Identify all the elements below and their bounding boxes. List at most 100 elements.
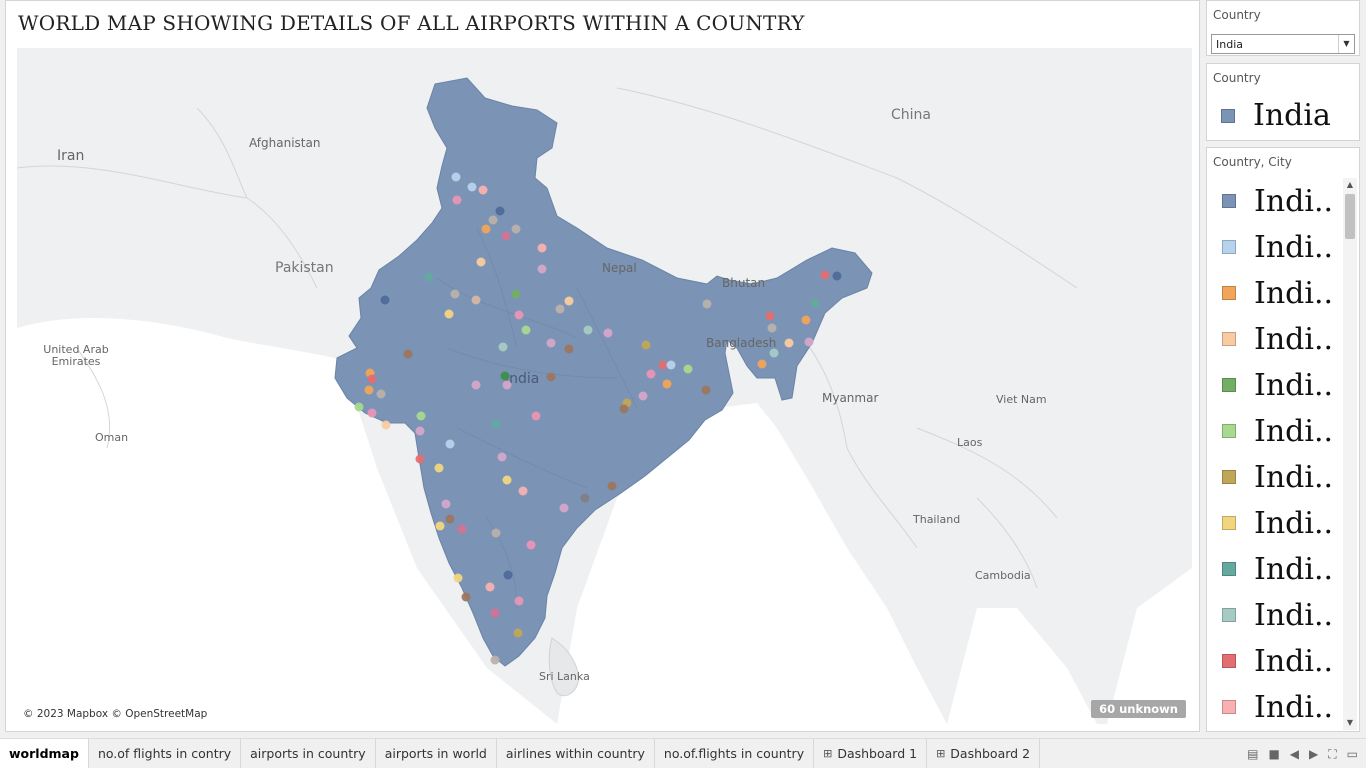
airport-point[interactable] <box>765 311 775 321</box>
airport-point[interactable] <box>683 364 693 374</box>
airport-point[interactable] <box>453 573 463 583</box>
airport-point[interactable] <box>364 385 374 395</box>
airport-point[interactable] <box>518 486 528 496</box>
airport-point[interactable] <box>646 369 656 379</box>
airport-point[interactable] <box>485 582 495 592</box>
airport-point[interactable] <box>580 493 590 503</box>
airport-point[interactable] <box>441 499 451 509</box>
airport-point[interactable] <box>555 304 565 314</box>
city-legend-item[interactable]: Indi.. <box>1207 546 1345 592</box>
airport-point[interactable] <box>500 371 510 381</box>
airport-point[interactable] <box>471 380 481 390</box>
presentation-icon[interactable]: ▭ <box>1346 747 1358 761</box>
tab-view-icon[interactable]: ■ <box>1268 747 1280 761</box>
airport-point[interactable] <box>514 310 524 320</box>
airport-point[interactable] <box>452 195 462 205</box>
tab-airports-in-country[interactable]: airports in country <box>241 739 376 768</box>
airport-point[interactable] <box>658 360 668 370</box>
airport-point[interactable] <box>513 628 523 638</box>
legend-scrollbar[interactable]: ▲ ▼ <box>1343 178 1357 730</box>
airport-point[interactable] <box>832 271 842 281</box>
airport-point[interactable] <box>537 264 547 274</box>
airport-point[interactable] <box>498 342 508 352</box>
airport-point[interactable] <box>607 481 617 491</box>
airport-point[interactable] <box>354 402 364 412</box>
airport-point[interactable] <box>641 340 651 350</box>
airport-point[interactable] <box>804 337 814 347</box>
filmstrip-view-icon[interactable]: ▤ <box>1247 747 1259 761</box>
chevron-down-icon[interactable]: ▼ <box>1338 35 1354 53</box>
airport-point[interactable] <box>481 224 491 234</box>
country-select[interactable]: India ▼ <box>1211 34 1355 54</box>
airport-point[interactable] <box>478 185 488 195</box>
airport-point[interactable] <box>415 454 425 464</box>
prev-sheet-icon[interactable]: ◀ <box>1289 747 1300 761</box>
airport-point[interactable] <box>521 325 531 335</box>
airport-point[interactable] <box>445 439 455 449</box>
city-legend-item[interactable]: Indi.. <box>1207 592 1345 638</box>
airport-point[interactable] <box>424 272 434 282</box>
map-view[interactable]: China Iran Afghanistan Pakistan Nepal Bh… <box>17 48 1192 724</box>
airport-point[interactable] <box>511 289 521 299</box>
airport-point[interactable] <box>511 224 521 234</box>
airport-point[interactable] <box>531 411 541 421</box>
airport-point[interactable] <box>622 398 632 408</box>
airport-point[interactable] <box>445 514 455 524</box>
city-legend-item[interactable]: Indi.. <box>1207 224 1345 270</box>
airport-point[interactable] <box>603 328 613 338</box>
fullscreen-icon[interactable]: ⛶ <box>1328 747 1337 761</box>
airport-point[interactable] <box>537 243 547 253</box>
city-legend-item[interactable]: Indi.. <box>1207 454 1345 500</box>
tab-worldmap[interactable]: worldmap <box>0 739 89 768</box>
airport-point[interactable] <box>467 182 477 192</box>
tab-dashboard-2[interactable]: ⊞ Dashboard 2 <box>927 739 1041 768</box>
airport-point[interactable] <box>451 172 461 182</box>
airport-point[interactable] <box>503 570 513 580</box>
airport-point[interactable] <box>476 257 486 267</box>
airport-point[interactable] <box>526 540 536 550</box>
airport-point[interactable] <box>820 270 830 280</box>
airport-point[interactable] <box>702 299 712 309</box>
airport-point[interactable] <box>502 380 512 390</box>
airport-point[interactable] <box>495 206 505 216</box>
tab-flights-in-contry[interactable]: no.of flights in contry <box>89 739 242 768</box>
airport-point[interactable] <box>444 309 454 319</box>
airport-point[interactable] <box>514 596 524 606</box>
city-legend-item[interactable]: Indi.. <box>1207 500 1345 546</box>
scroll-up-icon[interactable]: ▲ <box>1346 180 1354 189</box>
airport-point[interactable] <box>801 315 811 325</box>
airport-point[interactable] <box>490 608 500 618</box>
map-copyright[interactable]: © 2023 Mapbox © OpenStreetMap <box>23 708 208 720</box>
airport-point[interactable] <box>457 524 467 534</box>
scroll-down-icon[interactable]: ▼ <box>1346 718 1354 727</box>
airport-point[interactable] <box>666 360 676 370</box>
city-legend-item[interactable]: Indi.. <box>1207 408 1345 454</box>
airport-point[interactable] <box>380 295 390 305</box>
airport-point[interactable] <box>415 426 425 436</box>
airport-point[interactable] <box>784 338 794 348</box>
city-legend-item[interactable]: Indi.. <box>1207 684 1345 730</box>
airport-point[interactable] <box>450 289 460 299</box>
airport-point[interactable] <box>461 592 471 602</box>
airport-point[interactable] <box>491 528 501 538</box>
airport-point[interactable] <box>471 295 481 305</box>
airport-point[interactable] <box>619 404 629 414</box>
airport-point[interactable] <box>376 389 386 399</box>
tab-airports-in-world[interactable]: airports in world <box>376 739 497 768</box>
city-legend-item[interactable]: Indi.. <box>1207 638 1345 684</box>
airport-point[interactable] <box>662 379 672 389</box>
airport-point[interactable] <box>638 391 648 401</box>
tab-airlines-within-country[interactable]: airlines within country <box>497 739 655 768</box>
airport-point[interactable] <box>490 655 500 665</box>
airport-point[interactable] <box>769 348 779 358</box>
airport-point[interactable] <box>810 298 820 308</box>
airport-point[interactable] <box>488 215 498 225</box>
scroll-thumb[interactable] <box>1345 194 1355 239</box>
airport-point[interactable] <box>435 521 445 531</box>
tab-flights-in-country[interactable]: no.of.flights in country <box>655 739 815 768</box>
airport-point[interactable] <box>497 452 507 462</box>
airport-point[interactable] <box>381 420 391 430</box>
airport-point[interactable] <box>434 463 444 473</box>
airport-point[interactable] <box>502 475 512 485</box>
next-sheet-icon[interactable]: ▶ <box>1309 747 1319 761</box>
